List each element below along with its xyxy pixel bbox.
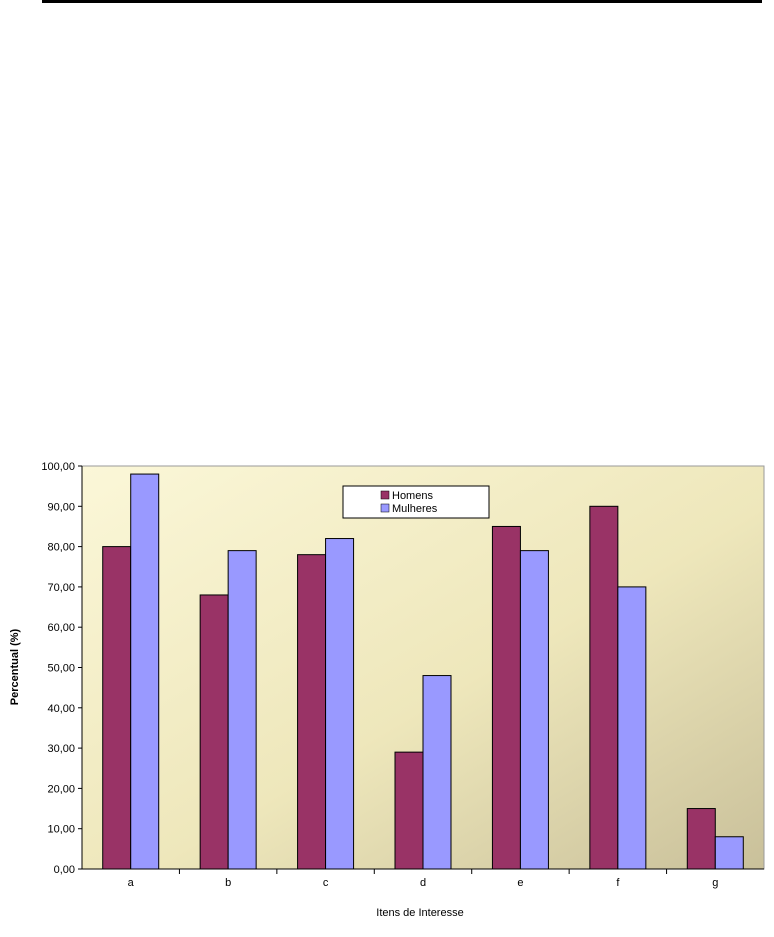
x-tick-label: a: [128, 877, 135, 889]
y-tick-label: 10,00: [47, 824, 75, 836]
bar-mulheres-e: [519, 550, 549, 870]
bar-homens-b: [199, 594, 229, 870]
y-tick-label: 30,00: [47, 743, 75, 755]
legend-swatch-homens: [380, 490, 390, 500]
bar-homens-f: [589, 505, 619, 870]
x-tick-label: b: [225, 877, 231, 889]
bar-chart: 0,00 10,00 20,00 30,00 40,00 50,00 60,00 70,00 8…: [9, 461, 765, 919]
top-rule: [42, 0, 762, 3]
bar-homens-c: [297, 554, 327, 870]
y-tick-label: 80,00: [47, 542, 75, 554]
legend-label-homens: Homens: [392, 490, 433, 502]
bar-mulheres-c: [325, 538, 355, 870]
y-tick-label: 50,00: [47, 663, 75, 675]
bar-mulheres-b: [227, 550, 257, 870]
bar-homens-a: [102, 546, 132, 870]
legend: Homens Mulheres: [342, 485, 490, 519]
bar-homens-d: [394, 751, 424, 870]
bar-mulheres-f: [617, 586, 647, 870]
y-tick-label: 90,00: [47, 501, 75, 513]
x-tick-label: d: [420, 877, 426, 889]
legend-label-mulheres: Mulheres: [392, 503, 438, 515]
x-tick-label: c: [323, 877, 329, 889]
chart-container: 0,00 10,00 20,00 30,00 40,00 50,00 60,00 70,00 8…: [0, 451, 774, 932]
bar-homens-g: [686, 808, 716, 870]
bar-mulheres-d: [422, 675, 452, 870]
bar-mulheres-a: [130, 473, 160, 870]
x-tick-label: e: [517, 877, 523, 889]
y-tick-label: 0,00: [54, 864, 75, 876]
bar-homens-e: [491, 525, 521, 870]
y-tick-label: 70,00: [47, 582, 75, 594]
y-tick-label: 60,00: [47, 622, 75, 634]
y-axis-label: Percentual (%): [9, 628, 21, 705]
x-axis-label: Itens de Interesse: [376, 907, 463, 919]
bar-mulheres-g: [714, 836, 744, 870]
x-tick-label: f: [616, 877, 620, 889]
y-tick-label: 100,00: [41, 461, 75, 473]
y-tick-label: 20,00: [47, 783, 75, 795]
x-tick-label: g: [712, 877, 718, 889]
y-tick-label: 40,00: [47, 703, 75, 715]
legend-swatch-mulheres: [380, 503, 390, 513]
legend-box: [342, 485, 490, 519]
